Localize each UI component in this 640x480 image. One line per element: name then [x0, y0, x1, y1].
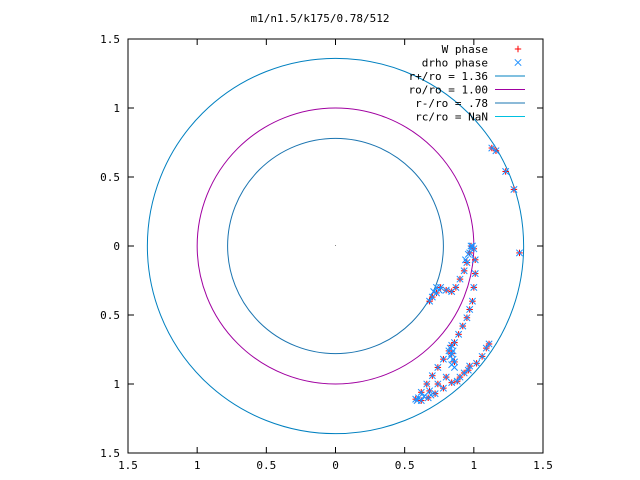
x-tick-label: 0 [332, 459, 339, 472]
y-axis-ticks: 1.5 1 0.5 0 0.5 1 1.5 [100, 33, 543, 460]
legend-label: r+/ro = 1.36 [409, 70, 488, 83]
drho-phase-point [428, 293, 436, 301]
drho-phase-point [449, 347, 457, 355]
y-tick-label: 1.5 [100, 447, 120, 460]
drho-phase-point [459, 322, 467, 330]
drho-phase-point [466, 362, 474, 370]
legend-label: W phase [442, 43, 488, 56]
drho-phase-point [461, 256, 470, 264]
x-tick-label: 1.5 [118, 459, 138, 472]
x-tick-label: 1 [194, 459, 201, 472]
x-tick-label: 1.5 [533, 459, 553, 472]
drho-phase-point [478, 352, 486, 360]
y-tick-label: 0 [113, 240, 120, 253]
legend-entry: ro/ro = 1.00 [409, 84, 525, 97]
drho-phase-point [449, 355, 457, 363]
chart-title: m1/n1.5/k175/0.78/512 [250, 12, 389, 25]
drho-phase-point [442, 286, 450, 294]
y-tick-label: 1 [113, 378, 120, 391]
drho-phase-point [426, 297, 434, 305]
drho-phase-point [442, 373, 450, 381]
origin-dot [335, 245, 336, 246]
drho-phase-point [468, 297, 477, 305]
y-tick-label: 0.5 [100, 171, 120, 184]
drho-phase-point [423, 380, 431, 388]
drho-phase-point [471, 270, 479, 278]
drho-phase-point [427, 391, 435, 399]
drho-phase-point [485, 340, 493, 348]
legend-label: drho phase [422, 57, 488, 70]
drho-phase-point [431, 390, 439, 398]
circle-r [227, 137, 444, 355]
drho-phase-point [439, 355, 447, 363]
legend-entry: rc/ro = NaN [415, 111, 525, 124]
drho-phase-point [460, 267, 468, 275]
y-tick-label: 1 [113, 102, 120, 115]
drho-phase-point [428, 372, 436, 380]
circle-r [146, 57, 525, 435]
drho-phase-point [430, 287, 438, 296]
legend-entry: W phase [442, 43, 522, 56]
drho-phase-point [434, 380, 442, 388]
drho-phase-point [482, 344, 490, 352]
x-tick-label: 0.5 [256, 459, 276, 472]
x-tick-label: 1 [471, 459, 478, 472]
drho-phase-point [439, 384, 447, 392]
drho-phase-point [464, 366, 472, 374]
drho-phase-point [470, 283, 478, 291]
drho-phase-point [448, 287, 456, 296]
drho-phase-point [448, 379, 456, 387]
drho-phase-point [463, 314, 471, 322]
phase-points [412, 144, 524, 405]
drho-phase-point [434, 363, 442, 371]
drho-phase-point [460, 369, 468, 377]
drho-phase-point [471, 256, 479, 264]
drho-phase-point [492, 147, 500, 155]
drho-phase-point [488, 144, 496, 152]
x-axis-ticks: 1.5 1 0.5 0 0.5 1 1.5 [118, 39, 553, 472]
drho-phase-point [502, 167, 510, 176]
x-tick-label: 0.5 [395, 459, 415, 472]
legend-label: ro/ro = 1.00 [409, 84, 488, 97]
drho-phase-point [455, 330, 463, 338]
drho-phase-point [515, 249, 524, 257]
drho-phase-point [435, 286, 443, 294]
drho-phase-point [453, 377, 461, 385]
drho-phase-point [417, 388, 425, 396]
drho-phase-point [467, 242, 475, 250]
drho-phase-point [464, 250, 472, 258]
y-tick-label: 0.5 [100, 309, 120, 322]
drho-phase-point [510, 185, 518, 193]
drho-phase-point [414, 394, 423, 402]
drho-phase-point [473, 359, 481, 367]
drho-phase-point [456, 275, 464, 283]
legend-entry: r+/ro = 1.36 [409, 70, 525, 83]
legend-entry: r-/ro = .78 [415, 97, 525, 110]
drho-phase-point [450, 363, 459, 371]
legend-entry: drho phase [422, 57, 522, 70]
legend-label: rc/ro = NaN [415, 111, 488, 124]
y-tick-label: 1.5 [100, 33, 120, 46]
drho-phase-point [467, 245, 475, 253]
drho-phase-point [466, 305, 474, 314]
drho-phase-point [420, 392, 428, 400]
legend-label: r-/ro = .78 [415, 97, 488, 110]
drho-phase-point [426, 387, 434, 395]
